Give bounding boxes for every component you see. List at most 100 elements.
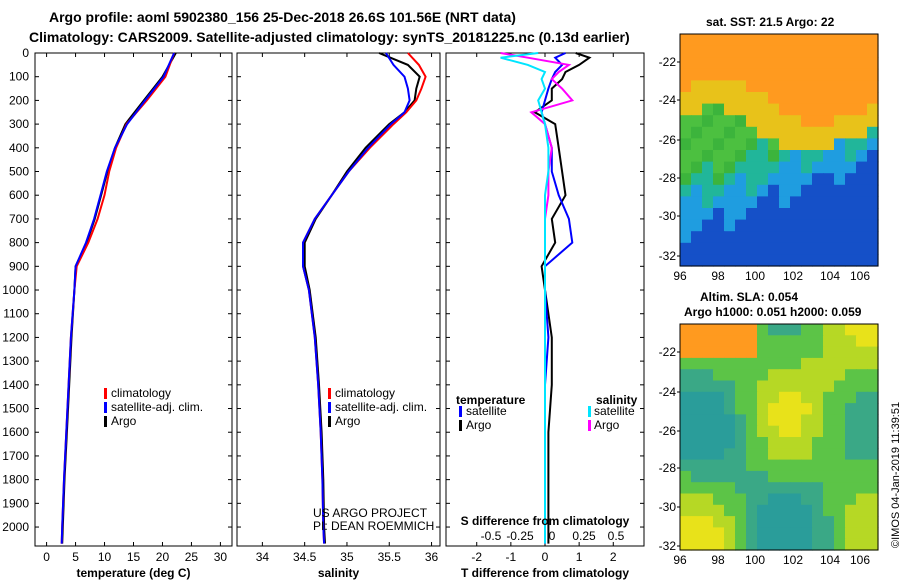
map-cell [856, 115, 868, 128]
map-cell [790, 324, 802, 336]
x-tick-label: 10 [98, 550, 112, 564]
map-cell [746, 403, 758, 415]
map-cell [746, 45, 758, 58]
map-cell [845, 369, 857, 382]
map-cell [867, 103, 879, 116]
map-cell [724, 470, 736, 483]
map-cell [757, 173, 769, 186]
map-cell [790, 57, 802, 70]
map-cell [735, 150, 747, 163]
map-cell [845, 138, 857, 151]
map-cell [856, 425, 868, 438]
map-cell [790, 493, 802, 506]
map-cell [801, 527, 813, 540]
map-cell [812, 414, 824, 427]
map-cell [790, 459, 802, 472]
map-cell [724, 493, 736, 506]
map-cell [867, 196, 879, 209]
map-cell [691, 126, 703, 139]
map-cell [713, 493, 725, 506]
map-cell [801, 346, 813, 359]
map-cell [779, 437, 791, 449]
map-cell [856, 219, 868, 232]
map-cell [735, 173, 747, 186]
map-cell [713, 161, 725, 174]
map-cell [702, 161, 714, 174]
map-cell [856, 254, 868, 267]
map-cell [691, 380, 703, 393]
map-cell [856, 459, 868, 472]
map-cell [724, 161, 736, 174]
x-tick-label: 35.5 [378, 550, 402, 564]
map-cell [823, 219, 835, 232]
map-cell [702, 538, 714, 551]
map-cell [779, 335, 791, 348]
map-cell [823, 538, 835, 551]
map-cell [746, 527, 758, 540]
map-x-tick-label: 106 [850, 269, 870, 283]
map-cell [790, 231, 802, 244]
map-cell [757, 126, 769, 139]
map-cell [702, 346, 714, 359]
map-sst [680, 34, 879, 267]
map-cell [768, 324, 780, 336]
map-cell [768, 448, 780, 461]
map-cell [768, 254, 780, 267]
map-cell [779, 68, 791, 81]
map-cell [845, 219, 857, 232]
map-cell [702, 448, 714, 461]
map-cell [779, 482, 791, 495]
map-cell [768, 92, 780, 105]
map-cell [757, 92, 769, 105]
map-cell [768, 173, 780, 186]
map-cell [790, 161, 802, 174]
map-cell [680, 324, 692, 336]
map-cell [823, 138, 835, 151]
map-cell [812, 335, 824, 348]
map-cell [801, 470, 813, 483]
x-axis-label-difference: T difference from climatology [461, 566, 629, 580]
map-cell [790, 184, 802, 197]
map-cell [823, 346, 835, 359]
map-cell [779, 538, 791, 551]
map-cell [702, 493, 714, 506]
map-cell [757, 448, 769, 461]
map-cell [867, 184, 879, 197]
map-cell [812, 448, 824, 461]
map-cell [702, 196, 714, 209]
map-cell [691, 414, 703, 427]
map-cell [834, 538, 846, 551]
map-cell [845, 115, 857, 128]
map-cell [768, 231, 780, 244]
map-cell [768, 80, 780, 93]
map-cell [867, 346, 879, 359]
map-cell [823, 184, 835, 197]
depth-tick-label: 1400 [2, 378, 29, 392]
map-cell [845, 208, 857, 221]
map-cell [823, 103, 835, 116]
map-cell [691, 504, 703, 517]
map-cell [713, 369, 725, 382]
map-cell [867, 92, 879, 105]
map-cell [823, 482, 835, 495]
legend-swatch [588, 420, 591, 431]
series-line-salinity-satellite [500, 52, 550, 544]
map-cell [757, 493, 769, 506]
map-y-tick-label: -26 [659, 424, 677, 438]
map-cell [790, 425, 802, 438]
map-cell [856, 414, 868, 427]
map-cell [757, 437, 769, 449]
map-cell [790, 470, 802, 483]
map-cell [823, 380, 835, 393]
map-cell [790, 80, 802, 93]
map-cell [680, 391, 692, 404]
map-cell [801, 437, 813, 449]
map-cell [845, 184, 857, 197]
map-cell [823, 126, 835, 139]
map-cell [779, 184, 791, 197]
map-cell [713, 448, 725, 461]
map-cell [845, 34, 857, 47]
map-cell [812, 470, 824, 483]
map-cell [724, 68, 736, 81]
map-cell [779, 459, 791, 472]
